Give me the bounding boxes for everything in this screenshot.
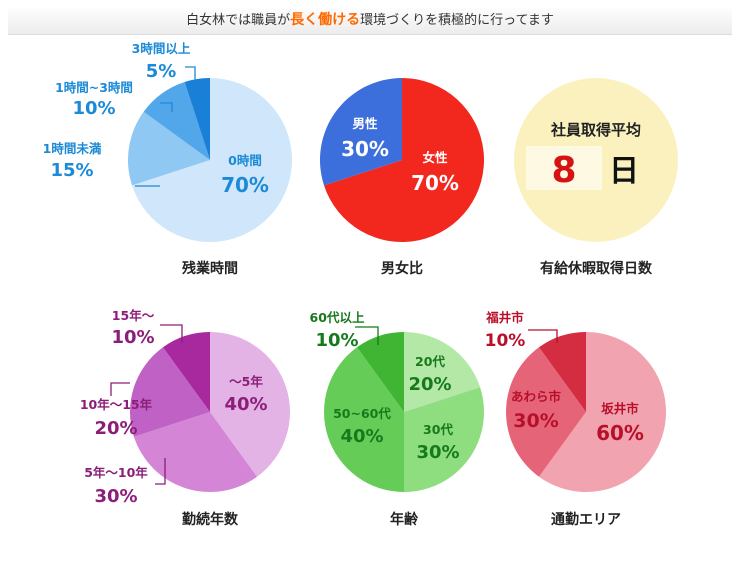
pie-chart-5: 20代 20% 30代 30% 50~60代 40% 60代以上 10% 年齢	[310, 310, 484, 528]
leader-line	[155, 458, 166, 485]
pie-chart-6: 坂井市 60% あわら市 30% 福井市 10% 通勤エリア	[485, 310, 667, 528]
slice-value: 20%	[94, 418, 137, 439]
slice-label: 坂井市	[601, 401, 639, 416]
slice-value: 15%	[50, 160, 93, 181]
pie-slice	[324, 347, 404, 492]
leader-line	[185, 66, 196, 82]
paid-leave-value: 8	[551, 150, 576, 191]
slice-label: 20代	[415, 354, 445, 369]
slice-label: 男性	[352, 116, 378, 131]
chart-title: 勤続年数	[182, 511, 239, 528]
chart-title: 残業時間	[182, 260, 238, 277]
header-text-pre: 白女林では職員が	[186, 13, 291, 28]
slice-label: 福井市	[485, 310, 524, 325]
slice-label: 10年～15年	[80, 397, 153, 412]
slice-value: 10%	[315, 330, 358, 351]
slice-label: 30代	[423, 422, 453, 437]
paid-leave-unit: 日	[609, 154, 639, 189]
slice-label: 0時間	[228, 153, 262, 168]
slice-label: 女性	[422, 150, 448, 165]
slice-label: 1時間~3時間	[55, 80, 133, 95]
slice-value: 20%	[408, 374, 451, 395]
pie-slice	[319, 78, 402, 186]
pie-slice	[184, 78, 210, 160]
slice-label: 3時間以上	[132, 41, 191, 56]
slice-value: 10%	[72, 98, 115, 119]
value-backdrop	[526, 146, 602, 190]
header-highlight: 長く働ける	[290, 12, 361, 28]
leader-line	[528, 329, 558, 343]
slice-label: 15年～	[112, 308, 155, 323]
leader-line	[160, 324, 183, 343]
pie-slice	[143, 82, 210, 160]
pie-chart-4: ～5年 40% 5年～10年 30% 10年～15年 20% 15年～ 10% 勤続年数	[80, 308, 290, 528]
header-banner: 白女林では職員が長く働ける環境づくりを積極的に行ってます	[8, 6, 732, 35]
leader-line	[355, 326, 379, 345]
header-text-post: 環境づくりを積極的に行ってます	[360, 13, 554, 28]
chart-title: 男女比	[381, 260, 423, 277]
pie-slice	[538, 332, 667, 492]
chart-title: 年齢	[390, 511, 419, 528]
pie-slice	[130, 347, 210, 437]
slice-value: 40%	[224, 394, 267, 415]
slice-value: 30%	[94, 486, 137, 507]
slice-label: ～5年	[229, 374, 263, 389]
pie-slice	[404, 332, 481, 412]
slice-value: 60%	[596, 421, 644, 445]
leader-line	[160, 102, 173, 112]
paid-leave-caption: 社員取得平均	[550, 121, 641, 139]
slice-label: 50~60代	[333, 406, 391, 421]
slice-label: あわら市	[511, 389, 562, 404]
chart-title: 有給休暇取得日数	[540, 260, 653, 277]
slice-value: 30%	[416, 442, 459, 463]
pie-slice	[210, 332, 290, 477]
pie-slice	[324, 78, 484, 242]
pie-slice	[404, 387, 484, 492]
pie-slice	[132, 78, 292, 242]
slice-value: 30%	[513, 410, 558, 432]
slice-value: 30%	[341, 137, 389, 161]
pie-slice	[538, 332, 586, 412]
slice-label: 1時間未満	[43, 141, 102, 156]
slice-value: 10%	[111, 327, 154, 348]
pie-slice	[162, 332, 210, 412]
leader-line	[110, 382, 130, 396]
pie-slice	[127, 111, 210, 186]
slice-value: 40%	[340, 426, 383, 447]
slice-value: 70%	[221, 173, 269, 197]
slice-label: 60代以上	[310, 310, 365, 325]
slice-label: 5年～10年	[84, 465, 148, 480]
slice-value: 5%	[146, 61, 177, 82]
pie-chart-2: 女性 70% 男性 30% 男女比	[319, 78, 484, 277]
chart-title: 通勤エリア	[551, 511, 621, 528]
pie-chart-1: 0時間 70% 1時間未満 15% 1時間~3時間 10% 3時間以上 5% 残業時間	[43, 41, 292, 277]
slice-value: 70%	[411, 171, 459, 195]
slice-value: 10%	[485, 331, 526, 351]
pie-slice	[356, 332, 404, 412]
pie-slice	[506, 347, 586, 477]
